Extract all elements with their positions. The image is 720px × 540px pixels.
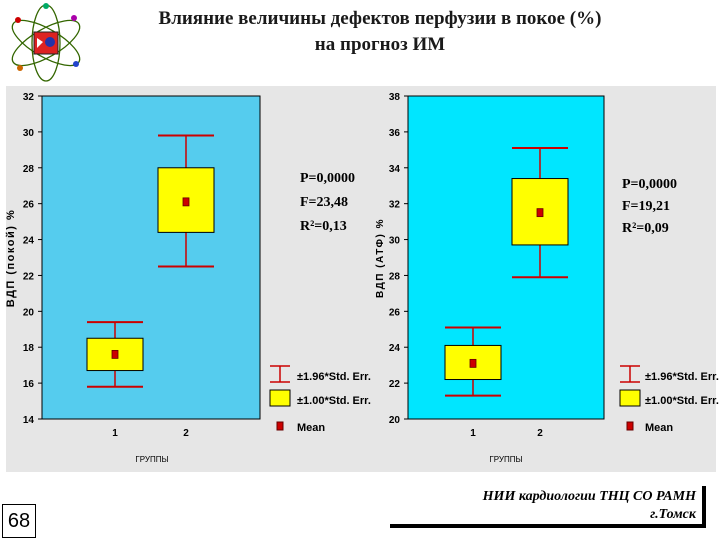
- left-stat-p: P=0,0000: [300, 171, 355, 186]
- legend-box-icon: [269, 389, 291, 407]
- right-x-tick-label: 2: [537, 428, 543, 439]
- left-x-tick-label: 1: [112, 428, 118, 439]
- left-legend: ±1.96*Std. Err. ±1.00*Std. Err. Mean: [269, 365, 371, 434]
- footer-line-2: г.Томск: [650, 507, 696, 522]
- right-y-tick-label: 34: [389, 164, 401, 175]
- left-y-tick-label: 22: [23, 271, 35, 282]
- page-title: Влияние величины дефектов перфузии в пок…: [60, 6, 700, 58]
- legend-whisker-icon: [270, 365, 290, 383]
- legend-whisker-label: ±1.96*Std. Err.: [645, 371, 719, 383]
- legend-box-label: ±1.00*Std. Err.: [297, 395, 371, 407]
- footer-line-1: НИИ кардиологии ТНЦ СО РАМН: [482, 489, 696, 504]
- page-number: 68: [2, 504, 36, 538]
- legend-box-icon: [619, 389, 641, 407]
- right-mean-marker-1: [469, 358, 477, 368]
- left-y-tick-label: 16: [23, 379, 35, 390]
- right-stat-p: P=0,0000: [622, 177, 677, 192]
- left-mean-marker-1: [111, 349, 119, 359]
- left-y-tick-label: 28: [23, 164, 35, 175]
- right-y-tick-label: 24: [389, 343, 401, 354]
- atom-logo: [11, 3, 81, 82]
- right-y-tick-label: 38: [389, 92, 401, 103]
- right-y-tick-label: 22: [389, 379, 401, 390]
- left-y-tick-label: 20: [23, 307, 35, 318]
- legend-mean-icon: [276, 421, 284, 431]
- legend-box-label: ±1.00*Std. Err.: [645, 395, 719, 407]
- right-stat-r2: R²=0,09: [622, 221, 669, 236]
- left-y-tick-label: 18: [23, 343, 35, 354]
- right-y-tick-label: 28: [389, 271, 401, 282]
- right-y-axis-label: ВДП (АТФ) %: [375, 218, 386, 298]
- left-y-tick-label: 30: [23, 128, 35, 139]
- legend-mean-label: Mean: [297, 422, 325, 434]
- left-x-axis-label: ГРУППЫ: [135, 455, 168, 464]
- right-y-tick-label: 36: [389, 128, 401, 139]
- left-stat-r2: R²=0,13: [300, 219, 347, 234]
- legend-mean-icon: [626, 421, 634, 431]
- right-y-tick-label: 32: [389, 200, 401, 211]
- right-legend: ±1.96*Std. Err. ±1.00*Std. Err. Mean: [619, 365, 719, 434]
- right-stat-f: F=19,21: [622, 199, 670, 214]
- left-y-tick-label: 26: [23, 200, 35, 211]
- title-line-2: на прогноз ИМ: [314, 34, 446, 55]
- left-mean-marker-2: [182, 197, 190, 207]
- legend-whisker-label: ±1.96*Std. Err.: [297, 371, 371, 383]
- left-y-axis-label: ВДП (покой) %: [5, 209, 17, 307]
- footer-credit: НИИ кардиологии ТНЦ СО РАМН г.Томск: [390, 486, 706, 528]
- left-x-tick-label: 2: [183, 428, 189, 439]
- left-y-tick-label: 24: [23, 236, 35, 247]
- left-y-tick-label: 32: [23, 92, 35, 103]
- right-panel: 20 22 24 26 28 30 32 34 36 38 1 2 ВДП (АТФ) % ГРУПП…: [375, 92, 605, 464]
- right-mean-marker-2: [536, 208, 544, 218]
- right-x-axis-label: ГРУППЫ: [489, 455, 522, 464]
- legend-mean-label: Mean: [645, 422, 673, 434]
- left-panel: 14 16 18 20 22 24 26 28 30 32 1 2 ВДП (покой) % ГРУ…: [5, 92, 261, 464]
- right-y-tick-label: 20: [389, 415, 401, 426]
- right-y-tick-label: 30: [389, 236, 401, 247]
- left-plot-background: [41, 95, 261, 420]
- left-stat-f: F=23,48: [300, 195, 348, 210]
- left-y-tick-label: 14: [23, 415, 35, 426]
- legend-whisker-icon: [620, 365, 640, 383]
- right-plot-background: [407, 95, 605, 420]
- right-y-tick-label: 26: [389, 307, 401, 318]
- title-line-1: Влияние величины дефектов перфузии в пок…: [158, 8, 602, 29]
- right-x-tick-label: 1: [470, 428, 476, 439]
